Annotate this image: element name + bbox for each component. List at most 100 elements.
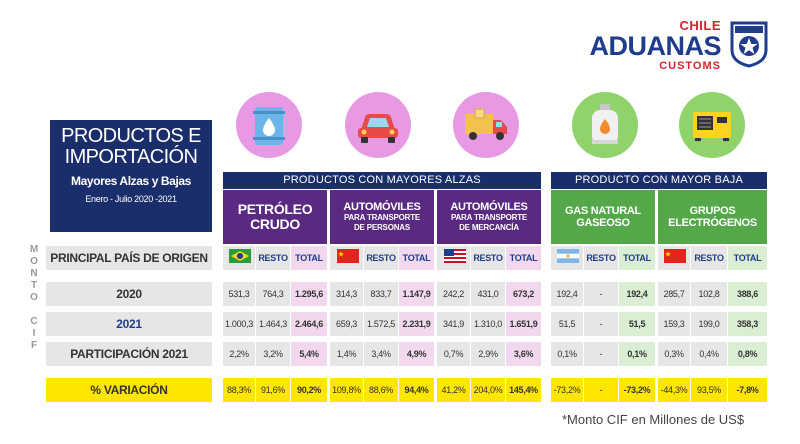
col-header-total: TOTAL [619, 246, 655, 270]
logo-chile-text: CHILE [679, 18, 721, 33]
table-cell: 388,6 [728, 282, 767, 306]
table-cell: 833,7 [364, 282, 398, 306]
col-header-total: TOTAL [399, 246, 434, 270]
table-cell: 0,1% [551, 342, 583, 366]
table-cell: 4,9% [399, 342, 434, 366]
table-cell: - [584, 342, 618, 366]
table-cell: 192,4 [551, 282, 583, 306]
table-cell: 285,7 [658, 282, 690, 306]
flag-argentina-icon [557, 249, 579, 263]
product-header-gas: GAS NATURAL GASEOSO [551, 190, 655, 244]
table-cell: -44,3% [658, 378, 690, 402]
table-cell: 0,7% [437, 342, 470, 366]
table-cell: 2,9% [471, 342, 505, 366]
aduanas-logo: CHILE ADUANAS CUSTOMS [583, 12, 783, 72]
date-range: Enero - Julio 2020 -2021 [85, 194, 177, 204]
product-name: AUTOMÓVILES [343, 201, 421, 213]
product-name: PARA TRANSPORTE [450, 213, 528, 222]
table-cell: 673,2 [506, 282, 541, 306]
table-cell: 1.295,6 [291, 282, 327, 306]
table-cell: 1.464,3 [256, 312, 290, 336]
table-cell: 88,3% [223, 378, 255, 402]
product-header-autos-mercancia: AUTOMÓVILES PARA TRANSPORTE DE MERCANCÍA [437, 190, 541, 244]
product-name: ELECTRÓGENOS [668, 217, 757, 229]
oil-barrel-icon [236, 92, 302, 158]
table-cell: 0,4% [691, 342, 727, 366]
product-name: DE PERSONAS [353, 223, 411, 232]
product-name: GRUPOS [689, 205, 736, 217]
table-cell: - [584, 282, 618, 306]
table-cell: 102,8 [691, 282, 727, 306]
table-cell: -73,2% [551, 378, 583, 402]
group-header-baja: PRODUCTO CON MAYOR BAJA [551, 172, 767, 189]
table-cell: 1.572,5 [364, 312, 398, 336]
page-subtitle: Mayores Alzas y Bajas [71, 174, 191, 188]
row-label-2021: 2021 [46, 312, 212, 336]
flag-china-icon [664, 249, 686, 263]
table-cell: 51,5 [619, 312, 655, 336]
table-cell: 2.231,9 [399, 312, 434, 336]
col-header-resto: RESTO [691, 246, 727, 270]
generator-icon [679, 92, 745, 158]
table-cell: - [584, 378, 618, 402]
product-name: GASEOSO [576, 217, 630, 229]
table-cell: 204,0% [471, 378, 505, 402]
table-cell: 764,3 [256, 282, 290, 306]
table-cell: 341,9 [437, 312, 470, 336]
col-header-resto: RESTO [256, 246, 290, 270]
table-cell: 41,2% [437, 378, 470, 402]
table-cell: 91,6% [256, 378, 290, 402]
title-box: PRODUCTOS E IMPORTACIÓN Mayores Alzas y … [50, 120, 212, 232]
table-cell: 5,4% [291, 342, 327, 366]
table-cell: 199,0 [691, 312, 727, 336]
footnote: *Monto CIF en Millones de US$ [562, 412, 745, 427]
table-cell: 0,1% [619, 342, 655, 366]
row-label-origin: PRINCIPAL PAÍS DE ORIGEN [46, 246, 212, 270]
table-cell: 192,4 [619, 282, 655, 306]
table-cell: 3,2% [256, 342, 290, 366]
table-cell: 90,2% [291, 378, 327, 402]
product-name: GAS NATURAL [565, 205, 641, 217]
product-header-petroleo: PETRÓLEO CRUDO [223, 190, 327, 244]
table-cell: 1.000,3 [223, 312, 255, 336]
table-cell: 1.651,9 [506, 312, 541, 336]
row-label-2020: 2020 [46, 282, 212, 306]
row-label-variation: % VARIACIÓN [46, 378, 212, 402]
table-cell: 2,2% [223, 342, 255, 366]
table-cell: 659,3 [330, 312, 363, 336]
table-cell: 93,5% [691, 378, 727, 402]
delivery-truck-icon [453, 92, 519, 158]
product-name: DE MERCANCÍA [459, 223, 519, 232]
table-cell: 2.464,6 [291, 312, 327, 336]
table-cell: 51,5 [551, 312, 583, 336]
col-header-resto: RESTO [364, 246, 398, 270]
table-cell: 3,4% [364, 342, 398, 366]
table-cell: 145,4% [506, 378, 541, 402]
table-cell: 431,0 [471, 282, 505, 306]
car-icon [345, 92, 411, 158]
col-header-total: TOTAL [728, 246, 767, 270]
table-cell: 159,3 [658, 312, 690, 336]
col-header-resto: RESTO [584, 246, 618, 270]
product-name: PARA TRANSPORTE [343, 213, 421, 222]
page-title: PRODUCTOS E IMPORTACIÓN [61, 125, 201, 168]
product-header-generadores: GRUPOS ELECTRÓGENOS [658, 190, 767, 244]
product-name: PETRÓLEO [237, 201, 313, 217]
table-cell: 358,3 [728, 312, 767, 336]
table-cell: 0,3% [658, 342, 690, 366]
flag-brazil-icon [229, 249, 251, 263]
col-header-total: TOTAL [291, 246, 327, 270]
logo-customs-text: CUSTOMS [659, 60, 721, 72]
gas-cylinder-icon [572, 92, 638, 158]
col-header-total: TOTAL [506, 246, 541, 270]
flag-china-icon [337, 249, 359, 263]
table-cell: 94,4% [399, 378, 434, 402]
table-cell: 0,8% [728, 342, 767, 366]
table-cell: 1.147,9 [399, 282, 434, 306]
table-cell: 314,3 [330, 282, 363, 306]
table-cell: 1.310,0 [471, 312, 505, 336]
table-cell: 1,4% [330, 342, 363, 366]
flag-usa-icon [444, 249, 466, 263]
table-cell: 242,2 [437, 282, 470, 306]
